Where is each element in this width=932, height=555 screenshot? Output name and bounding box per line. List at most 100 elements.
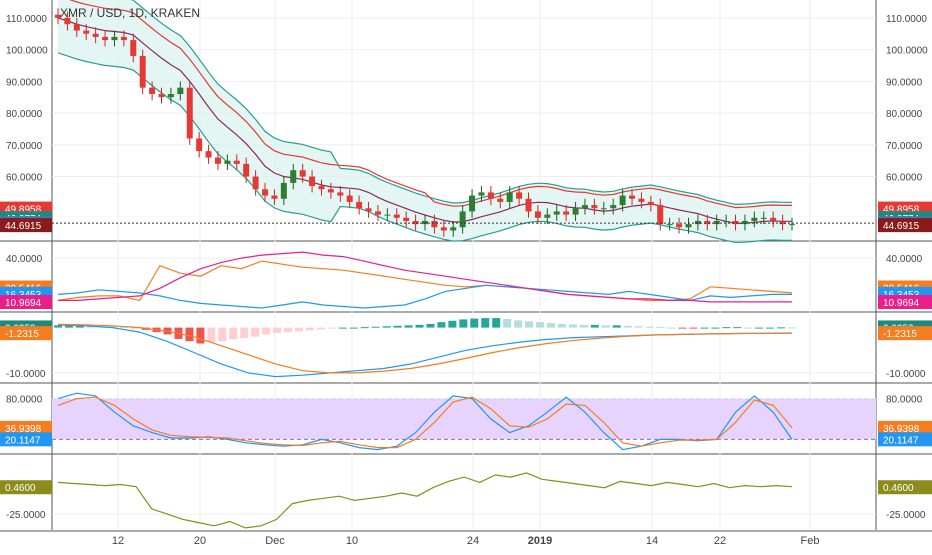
histogram-bar [240,327,249,339]
x-tick-label: 2019 [528,535,552,547]
y-tick-label-left: -25.0000 [6,510,46,521]
y-tick-label-left: 90.0000 [6,77,43,88]
candle-body [760,217,767,219]
candle-body [149,87,156,95]
histogram-bar [349,327,358,329]
value-badge-right [878,432,932,447]
histogram-bar [744,327,753,329]
y-tick-label-right: 60.0000 [886,173,923,184]
histogram-bar [327,327,336,329]
candle-body [544,214,551,218]
y-tick-label-left: 80.0000 [6,395,43,406]
histogram-bar [503,318,512,328]
candle-body [130,40,137,56]
candle-body [186,87,193,139]
candle-body [657,205,664,225]
candle-body [600,208,607,210]
candle-body [177,87,184,95]
candle-body [647,201,654,206]
indicator3-line-2 [57,323,793,374]
x-tick-label: 20 [194,535,206,547]
bollinger-fill [58,0,792,243]
value-badge-label: 0.4600 [5,483,36,494]
histogram-bar [426,323,435,328]
histogram-bar [557,323,566,328]
histogram-bar [656,327,665,329]
panel-bg-2 [0,243,932,311]
x-tick-label: 10 [346,535,358,547]
bollinger-upper [130,0,792,206]
candle-body [422,220,428,225]
value-badge-left [0,294,52,309]
value-badge-label: 10.9694 [883,298,920,309]
histogram-bar [196,327,205,344]
y-tick-label-left: 100.0000 [6,46,48,57]
candle-body [638,198,645,202]
value-badge-label: 0.4600 [883,483,914,494]
candle-body [271,195,278,199]
candle-body [83,30,90,34]
candle-body [196,138,203,152]
histogram-bar [711,327,720,329]
value-badge-left [0,326,52,341]
histogram-bar [371,326,380,328]
candle-body [384,214,391,216]
histogram-bar [733,327,742,329]
histogram-bar [75,324,84,328]
candle-body [205,151,212,158]
candle-body [290,170,297,183]
histogram-bar [700,327,709,329]
candle-body [629,195,636,199]
histogram-bar [382,326,391,328]
candle-body [233,160,240,164]
y-tick-label-left: 110.0000 [6,14,47,25]
x-tick-label: 24 [467,535,479,547]
histogram-bar [185,327,194,342]
candle-body [403,217,410,221]
histogram-bar [722,327,731,329]
y-tick-label-right: 40.0000 [886,254,923,265]
histogram-bar [437,322,446,328]
value-badge-right [878,326,932,341]
value-badge-label: 44.6915 [5,221,42,232]
candle-body [374,211,381,215]
histogram-bar [393,325,402,328]
histogram-bar [579,324,588,328]
histogram-bar [590,324,599,328]
value-badge-right [878,294,932,309]
candle-body [120,36,127,41]
candle-body [139,55,146,88]
candle-body [666,224,673,226]
candle-body [356,201,363,209]
candle-body [619,195,626,206]
candle-body [676,224,683,228]
histogram-bar [766,327,775,329]
y-tick-label-right: -25.0000 [886,510,926,521]
candle-body [789,224,795,226]
y-tick-label-right: 100.0000 [886,46,928,57]
histogram-bar [338,327,347,329]
value-badge-label: -1.2315 [5,329,39,340]
y-tick-label-right: 70.0000 [886,141,923,152]
indicator4-line-2 [57,396,793,449]
y-tick-label-left: 70.0000 [6,141,43,152]
candle-body [478,192,485,196]
value-badge-left [0,480,52,495]
candle-body [243,163,250,177]
histogram-bar [514,320,523,328]
candle-body [318,186,325,190]
candle-body [393,214,400,218]
moving-average-long [69,0,792,209]
y-tick-label-left: -10.0000 [6,369,46,380]
indicator2-line-3 [58,251,792,303]
histogram-bar [229,327,238,340]
candle-body [779,220,786,225]
candle-body [167,94,174,98]
value-badge-label: 36.9398 [5,424,42,435]
histogram-bar [601,325,610,328]
candle-body [346,195,353,202]
value-badge-right [878,480,932,495]
value-badge-right [878,420,932,435]
histogram-bar [305,327,314,331]
